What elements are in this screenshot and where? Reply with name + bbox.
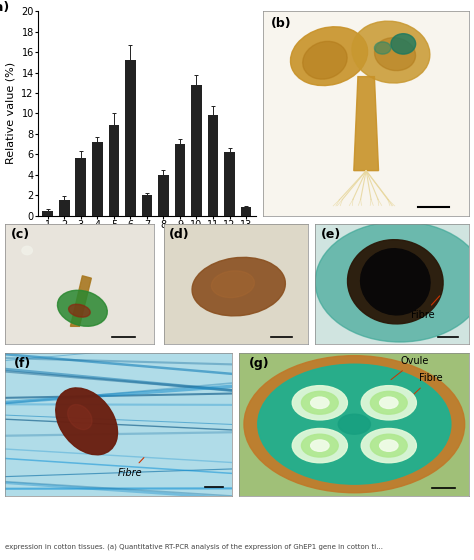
Ellipse shape: [291, 27, 368, 86]
Ellipse shape: [56, 388, 118, 455]
Text: Fibre: Fibre: [118, 458, 144, 478]
Text: (g): (g): [248, 357, 269, 370]
Ellipse shape: [301, 391, 338, 414]
Text: (a): (a): [0, 1, 10, 14]
Text: Fibre: Fibre: [407, 374, 442, 401]
Ellipse shape: [380, 397, 398, 408]
Ellipse shape: [292, 428, 347, 463]
Ellipse shape: [68, 404, 92, 430]
Text: Fibre: Fibre: [410, 296, 440, 320]
Bar: [208, 115, 219, 216]
Ellipse shape: [352, 21, 430, 83]
Bar: [224, 152, 235, 216]
Ellipse shape: [69, 304, 90, 317]
Bar: [158, 175, 169, 216]
Ellipse shape: [303, 41, 347, 79]
Ellipse shape: [292, 386, 347, 420]
Text: (f): (f): [14, 357, 31, 370]
Bar: [142, 195, 152, 216]
Polygon shape: [71, 276, 91, 326]
Ellipse shape: [370, 391, 407, 414]
Ellipse shape: [315, 222, 474, 342]
Text: (b): (b): [271, 17, 292, 30]
Ellipse shape: [374, 42, 391, 54]
Ellipse shape: [361, 386, 416, 420]
Ellipse shape: [22, 246, 32, 255]
Ellipse shape: [380, 440, 398, 451]
Bar: [241, 207, 251, 216]
Ellipse shape: [391, 34, 416, 54]
Bar: [59, 200, 70, 216]
Ellipse shape: [310, 440, 329, 451]
Bar: [174, 144, 185, 216]
Ellipse shape: [301, 434, 338, 457]
Ellipse shape: [361, 428, 416, 463]
Bar: [43, 211, 53, 216]
Ellipse shape: [211, 271, 255, 297]
Text: (c): (c): [11, 227, 30, 241]
Ellipse shape: [347, 240, 443, 324]
Ellipse shape: [361, 249, 430, 315]
Bar: [75, 158, 86, 216]
Ellipse shape: [192, 258, 285, 316]
Ellipse shape: [370, 434, 407, 457]
Ellipse shape: [338, 414, 370, 434]
Bar: [109, 125, 119, 216]
Text: Ovule: Ovule: [391, 356, 428, 380]
Text: expression in cotton tissues. (a) Quantitative RT-PCR analysis of the expression: expression in cotton tissues. (a) Quanti…: [5, 544, 383, 550]
Ellipse shape: [258, 364, 451, 484]
Ellipse shape: [57, 290, 107, 326]
Ellipse shape: [310, 397, 329, 408]
Bar: [92, 142, 103, 216]
Ellipse shape: [244, 356, 465, 493]
Bar: [191, 85, 202, 216]
Polygon shape: [354, 77, 379, 171]
Text: (e): (e): [321, 227, 342, 241]
Y-axis label: Relative value (%): Relative value (%): [6, 62, 16, 165]
Bar: [125, 60, 136, 216]
Ellipse shape: [374, 38, 416, 71]
Text: (d): (d): [169, 227, 190, 241]
